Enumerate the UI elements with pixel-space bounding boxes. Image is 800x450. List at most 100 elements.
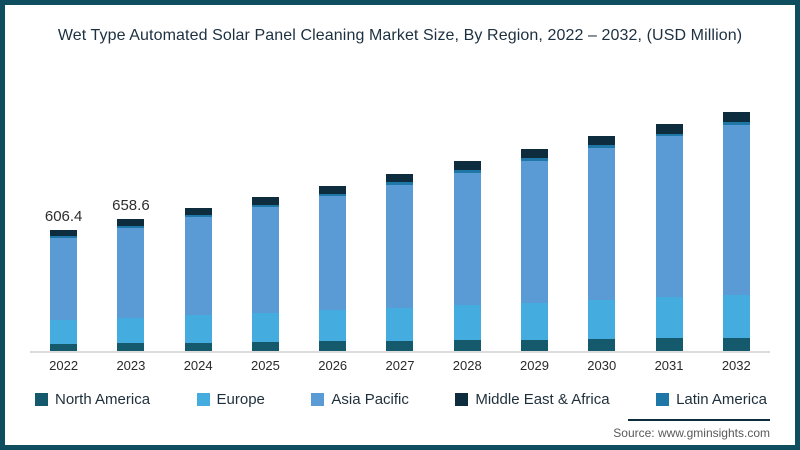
bar-slot-2029 — [501, 95, 568, 351]
segment-north-america-2026 — [319, 341, 347, 351]
source-text: Source: www.gminsights.com — [613, 426, 770, 440]
segment-europe-2022 — [50, 320, 78, 344]
segment-europe-2023 — [117, 317, 145, 344]
segment-latin-america-2029 — [520, 158, 548, 162]
segment-asia-pacific-2022 — [50, 238, 78, 321]
segment-asia-pacific-2032 — [722, 125, 750, 295]
x-tick-2027: 2027 — [385, 358, 415, 373]
x-tick-2023: 2023 — [116, 358, 146, 373]
bar-slot-2031 — [635, 95, 702, 351]
bar-2030 — [588, 136, 616, 351]
bar-2024 — [184, 207, 212, 351]
segment-europe-2026 — [319, 310, 347, 342]
bar-slot-2024 — [165, 95, 232, 351]
segment-middle-east-africa-2032 — [722, 112, 750, 123]
segment-middle-east-africa-2031 — [655, 124, 683, 134]
x-tick-2030: 2030 — [587, 358, 617, 373]
x-tick-2022: 2022 — [49, 358, 79, 373]
segment-asia-pacific-2027 — [386, 184, 414, 308]
segment-asia-pacific-2023 — [117, 228, 145, 318]
legend-item-asia-pacific: Asia Pacific — [311, 391, 409, 408]
legend-swatch-icon — [35, 393, 48, 406]
bar-2023 — [117, 219, 145, 351]
x-tick-2024: 2024 — [183, 358, 213, 373]
bar-slot-2022: 606.4 — [30, 95, 97, 351]
segment-europe-2031 — [655, 297, 683, 339]
segment-north-america-2028 — [453, 340, 481, 351]
bar-2028 — [453, 161, 481, 351]
bar-2026 — [319, 185, 347, 351]
bar-slot-2023: 658.6 — [97, 95, 164, 351]
segment-latin-america-2027 — [386, 182, 414, 185]
legend-label: Middle East & Africa — [475, 391, 610, 408]
legend-swatch-icon — [455, 393, 469, 406]
segment-latin-america-2024 — [184, 215, 212, 218]
segment-north-america-2030 — [588, 339, 616, 351]
segment-middle-east-africa-2024 — [184, 207, 212, 216]
segment-latin-america-2030 — [588, 145, 616, 149]
segment-middle-east-africa-2029 — [520, 149, 548, 159]
segment-asia-pacific-2030 — [588, 148, 616, 300]
plot-area: 606.4 658.6 — [30, 95, 770, 353]
legend-item-europe: Europe — [196, 391, 265, 408]
bar-slot-2025 — [232, 95, 299, 351]
bar-2022 — [50, 229, 78, 351]
segment-north-america-2032 — [722, 337, 750, 351]
segment-north-america-2024 — [184, 342, 212, 351]
segment-middle-east-africa-2027 — [386, 173, 414, 183]
segment-asia-pacific-2028 — [453, 172, 481, 306]
segment-middle-east-africa-2028 — [453, 161, 481, 171]
segment-europe-2030 — [588, 299, 616, 339]
segment-latin-america-2025 — [251, 204, 279, 207]
chart-title: Wet Type Automated Solar Panel Cleaning … — [57, 27, 743, 44]
data-label-2022: 606.4 — [44, 207, 83, 225]
legend-item-middle-east-africa: Middle East & Africa — [455, 391, 610, 408]
legend-swatch-icon — [311, 393, 325, 406]
segment-middle-east-africa-2025 — [251, 196, 279, 205]
x-tick-2025: 2025 — [250, 358, 280, 373]
x-axis: 2022 2023 2024 2025 2026 2027 2028 2029 2030 2031… — [30, 358, 770, 373]
segment-middle-east-africa-2022 — [50, 229, 78, 237]
segment-latin-america-2032 — [722, 122, 750, 126]
segment-asia-pacific-2031 — [655, 136, 683, 298]
x-tick-2029: 2029 — [520, 358, 549, 373]
segment-europe-2027 — [386, 307, 414, 341]
segment-north-america-2031 — [655, 338, 683, 351]
bar-slot-2030 — [568, 95, 635, 351]
segment-europe-2024 — [184, 315, 212, 343]
data-label-2023: 658.6 — [112, 197, 150, 215]
segment-europe-2028 — [453, 305, 481, 341]
segment-europe-2029 — [520, 302, 548, 340]
segment-north-america-2029 — [520, 339, 548, 351]
segment-europe-2025 — [251, 312, 279, 342]
legend-label: Latin America — [676, 391, 767, 408]
legend-label: North America — [55, 391, 151, 408]
bar-2031 — [655, 124, 683, 351]
segment-latin-america-2028 — [453, 170, 481, 173]
bar-2029 — [520, 149, 548, 351]
segment-europe-2032 — [722, 294, 750, 338]
segment-north-america-2023 — [117, 343, 145, 351]
segment-asia-pacific-2025 — [251, 206, 279, 313]
x-tick-2028: 2028 — [452, 358, 482, 373]
segment-middle-east-africa-2030 — [588, 136, 616, 146]
source-divider — [628, 419, 770, 421]
bar-slot-2027 — [366, 95, 433, 351]
x-tick-2026: 2026 — [318, 358, 348, 373]
legend-swatch-icon — [656, 393, 670, 406]
segment-asia-pacific-2029 — [520, 161, 548, 303]
segment-latin-america-2026 — [319, 193, 347, 197]
bar-slot-2032 — [703, 95, 770, 351]
segment-middle-east-africa-2023 — [117, 219, 145, 227]
legend-label: Asia Pacific — [331, 391, 409, 408]
segment-middle-east-africa-2026 — [319, 185, 347, 194]
x-tick-2031: 2031 — [654, 358, 684, 373]
segment-north-america-2025 — [251, 342, 279, 351]
segment-asia-pacific-2024 — [184, 217, 212, 316]
bar-2032 — [722, 112, 750, 351]
bar-slot-2028 — [434, 95, 501, 351]
source-block: Source: www.gminsights.com — [613, 419, 770, 440]
segment-north-america-2027 — [386, 340, 414, 351]
segment-latin-america-2022 — [50, 236, 78, 239]
bar-2025 — [251, 196, 279, 351]
